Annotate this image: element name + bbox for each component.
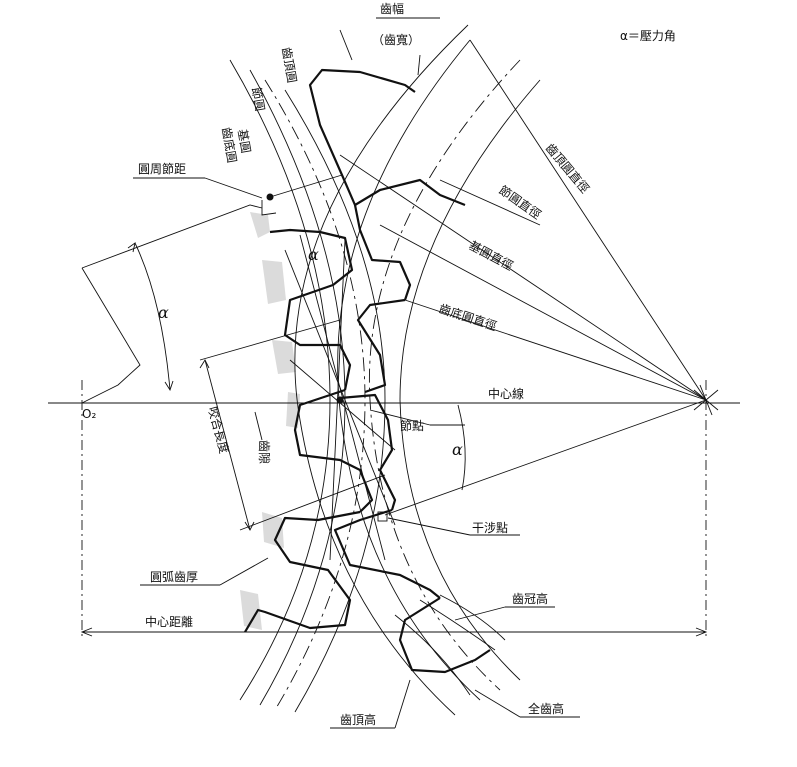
label-base-circle: 基圓 xyxy=(235,128,253,154)
center-distance-dimension xyxy=(80,627,708,637)
label-tooth-width: 齒幅 xyxy=(380,1,404,16)
label-circular-pitch: 圓周節距 xyxy=(138,161,186,176)
leader-lines xyxy=(133,17,580,729)
label-dedendum-circle-diameter: 齒底圓直徑 xyxy=(437,301,499,334)
small-gear-teeth xyxy=(244,228,374,633)
legend-text: α＝壓力角 xyxy=(620,29,676,43)
label-circular-thickness: 圓弧齒厚 xyxy=(150,570,198,584)
label-alpha-top: α xyxy=(308,245,319,264)
label-whole-depth: 全齒高 xyxy=(528,701,564,716)
label-contact-length: 咬合長度 xyxy=(205,405,232,455)
label-center-o2: O₂ xyxy=(82,407,96,421)
label-alpha-right: α xyxy=(452,440,463,459)
shaded-regions xyxy=(240,212,300,630)
alpha-construction xyxy=(81,204,263,404)
alpha-right-construction xyxy=(457,404,466,491)
pitch-point xyxy=(336,396,344,404)
label-center-line: 中心線 xyxy=(488,386,524,401)
contact-length-dimension xyxy=(199,359,255,531)
label-alpha-left: α xyxy=(158,303,169,322)
center-line xyxy=(48,380,740,640)
label-center-distance: 中心距離 xyxy=(145,614,193,629)
label-pitch-point: 節點 xyxy=(400,418,424,433)
big-gear-teeth xyxy=(308,68,491,674)
big-gear-lower-arcs xyxy=(394,594,506,696)
label-dedendum: 齒頂高 xyxy=(340,712,376,727)
label-base-circle-diameter: 基圓直徑 xyxy=(467,238,516,273)
label-tooth-face-width: （齒寬） xyxy=(372,32,420,47)
label-dedendum-circle: 齒底圓 xyxy=(219,126,240,164)
label-addendum-circle: 齒頂圓 xyxy=(279,46,299,84)
radial-lines xyxy=(339,39,719,516)
label-addendum: 齒冠高 xyxy=(512,591,548,606)
label-addendum-circle-diameter: 齒頂圓直徑 xyxy=(543,141,592,196)
label-backlash: 齒隙 xyxy=(257,440,271,464)
label-interference-point: 干涉點 xyxy=(472,521,508,535)
label-pitch-circle: 節圓 xyxy=(249,86,268,112)
circular-pitch-marker xyxy=(261,174,343,216)
interference-point-marker xyxy=(377,511,388,522)
